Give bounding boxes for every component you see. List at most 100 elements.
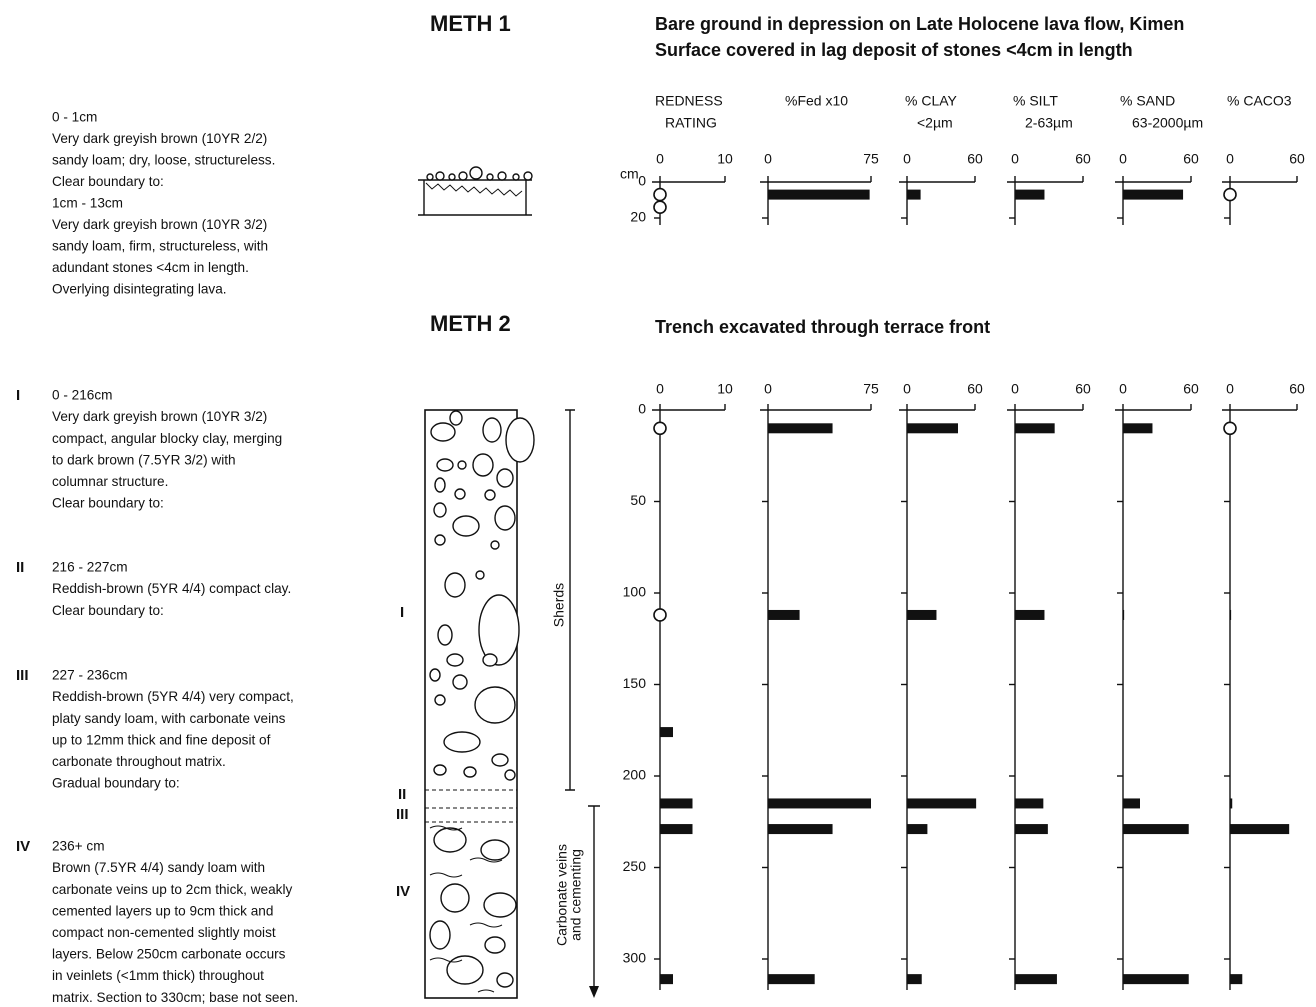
axis — [652, 410, 725, 990]
description-line: Clear boundary to: — [52, 603, 164, 618]
subtitle: Trench excavated through terrace front — [655, 317, 990, 337]
bar — [660, 798, 693, 808]
description-line: sandy loam, firm, structureless, with — [52, 239, 268, 254]
column-header: 2-63µm — [1025, 115, 1073, 131]
axis — [899, 182, 975, 225]
description-line: 0 - 1cm — [52, 110, 97, 125]
bar — [1230, 824, 1289, 834]
bar — [907, 824, 927, 834]
bar — [768, 824, 833, 834]
bar — [1230, 798, 1232, 808]
depth-tick-label: 20 — [630, 209, 646, 225]
zero-marker — [1224, 189, 1236, 201]
x-tick-label: 10 — [717, 381, 733, 397]
bar — [1230, 974, 1242, 984]
description-line: Clear boundary to: — [52, 174, 164, 189]
arrow-head — [589, 986, 599, 998]
depth-tick-label: 200 — [623, 767, 647, 783]
bar — [1015, 423, 1055, 433]
axis — [760, 182, 871, 225]
description-line: carbonate veins up to 2cm thick, weakly — [52, 882, 292, 897]
bar — [768, 610, 800, 620]
bar — [1123, 798, 1140, 808]
bar — [660, 974, 673, 984]
horizon-numeral: I — [16, 387, 20, 404]
description-line: up to 12mm thick and fine deposit of — [52, 732, 271, 747]
column-header: REDNESS — [655, 93, 723, 109]
depth-unit: cm — [620, 166, 639, 182]
bar — [768, 190, 870, 200]
zero-marker — [654, 201, 666, 213]
description-line: matrix. Section to 330cm; base not seen. — [52, 990, 298, 1005]
bar — [1123, 610, 1124, 620]
x-tick-label: 60 — [1289, 151, 1305, 167]
x-tick-label: 60 — [1183, 381, 1199, 397]
description-line: carbonate throughout matrix. — [52, 754, 226, 769]
profile-label: I — [400, 604, 404, 621]
x-tick-label: 0 — [1119, 381, 1127, 397]
figure: METH 1 Bare ground in depression on Late… — [0, 0, 1316, 1007]
axis — [1007, 410, 1083, 990]
description-line: Gradual boundary to: — [52, 776, 180, 791]
description-line: columnar structure. — [52, 474, 168, 489]
description-line: Very dark greyish brown (10YR 2/2) — [52, 131, 267, 146]
description-line: 236+ cm — [52, 839, 105, 854]
depth-tick-label: 250 — [623, 858, 647, 874]
horizon-numeral: IV — [16, 838, 30, 855]
description-line: cemented layers up to 9cm thick and — [52, 903, 273, 918]
depth-tick-label: 50 — [630, 492, 646, 508]
column-header: %Fed x10 — [785, 93, 848, 109]
bar — [1015, 610, 1044, 620]
bar — [1015, 190, 1044, 200]
description-line: Very dark greyish brown (10YR 3/2) — [52, 217, 267, 232]
x-tick-label: 75 — [863, 381, 879, 397]
bar — [768, 974, 815, 984]
description-line: in veinlets (<1mm thick) throughout — [52, 968, 264, 983]
column-header: 63-2000µm — [1132, 115, 1203, 131]
column-header: <2µm — [917, 115, 953, 131]
bar — [1123, 824, 1189, 834]
x-tick-label: 60 — [967, 381, 983, 397]
x-tick-label: 60 — [1075, 151, 1091, 167]
bar — [1230, 610, 1231, 620]
description-line: Clear boundary to: — [52, 496, 164, 511]
bar — [768, 423, 833, 433]
title: METH 2 — [430, 311, 511, 336]
x-tick-label: 0 — [903, 151, 911, 167]
axis — [899, 410, 975, 990]
description-line: compact, angular blocky clay, merging — [52, 431, 282, 446]
profile-label: III — [396, 806, 409, 823]
description-line: layers. Below 250cm carbonate occurs — [52, 947, 286, 962]
column-header: RATING — [665, 115, 717, 131]
profile-column — [425, 410, 534, 998]
description-line: Overlying disintegrating lava. — [52, 282, 227, 297]
x-tick-label: 0 — [656, 151, 664, 167]
axis — [760, 410, 871, 990]
bar — [907, 974, 922, 984]
horizon-numeral: II — [16, 559, 24, 576]
description-line: compact non-cemented slightly moist — [52, 925, 276, 940]
axis — [1115, 410, 1191, 990]
description-line: 227 - 236cm — [52, 668, 128, 683]
column-header: % SAND — [1120, 93, 1175, 109]
description-line: platy sandy loam, with carbonate veins — [52, 711, 286, 726]
zero-marker — [654, 189, 666, 201]
column-header: % SILT — [1013, 93, 1058, 109]
description-line: Very dark greyish brown (10YR 3/2) — [52, 409, 267, 424]
title: METH 1 — [430, 11, 511, 36]
bar — [1015, 824, 1048, 834]
bar — [907, 610, 936, 620]
carbonate-arrow — [588, 806, 600, 995]
x-tick-label: 0 — [1226, 151, 1234, 167]
x-tick-label: 60 — [1289, 381, 1305, 397]
bar — [1123, 190, 1183, 200]
bar — [1015, 798, 1043, 808]
x-tick-label: 60 — [1183, 151, 1199, 167]
x-tick-label: 0 — [764, 381, 772, 397]
column-header: % CLAY — [905, 93, 958, 109]
zero-marker — [654, 422, 666, 434]
axis — [1115, 182, 1191, 225]
depth-tick-label: 150 — [623, 675, 647, 691]
depth-tick-label: 0 — [638, 401, 646, 417]
bar — [660, 824, 693, 834]
